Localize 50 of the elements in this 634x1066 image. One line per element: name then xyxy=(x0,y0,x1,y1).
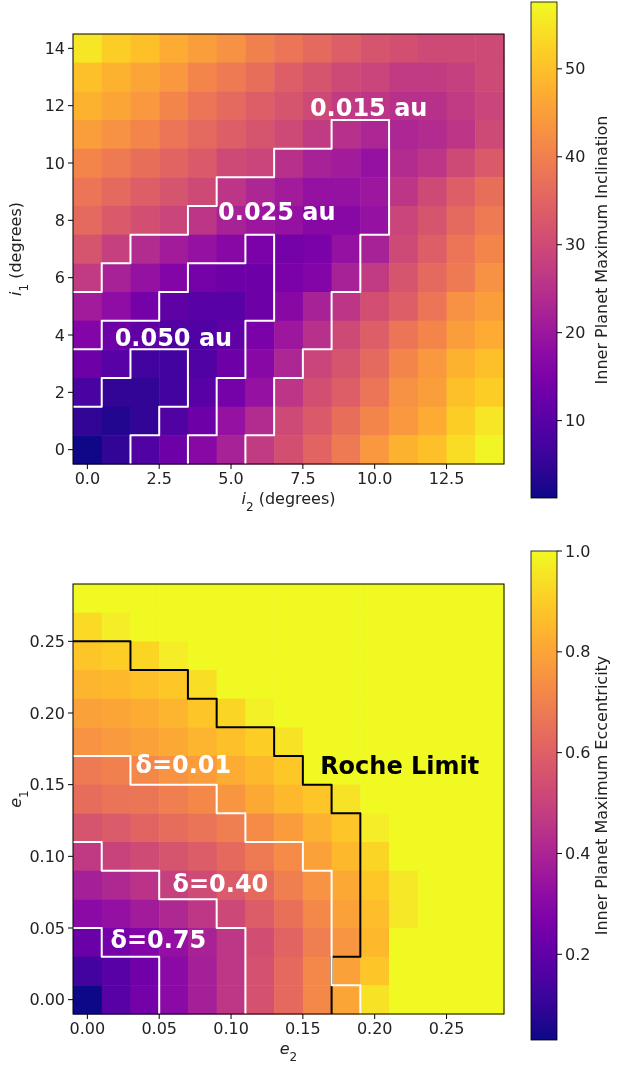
y-tick-label: 10 xyxy=(44,153,65,173)
x-tick-label: 12.5 xyxy=(428,469,465,488)
x-tick-label: 0.05 xyxy=(141,1019,178,1038)
annotation: 0.015 au xyxy=(309,93,428,122)
x-tick-label: 0.25 xyxy=(428,1019,465,1038)
color-bar-label: 30 xyxy=(565,235,586,255)
y-tick-label: 12 xyxy=(44,96,65,116)
x-tick-label: 10.0 xyxy=(356,469,393,488)
x-tick-label: 0.15 xyxy=(285,1019,321,1038)
line-series xyxy=(72,233,276,465)
y-tick-label: 0.15 xyxy=(29,775,65,795)
x-tick-label: 7.5 xyxy=(290,469,316,488)
x-axis-title: i$_{2}$ (degrees) xyxy=(241,489,336,514)
x-tick-label: 0.20 xyxy=(356,1019,393,1038)
x-tick-label: 0.0 xyxy=(74,469,101,488)
color-bar-label: 1.0 xyxy=(565,541,591,561)
y-tick-label: 6 xyxy=(54,268,65,288)
y-tick-label: 2 xyxy=(54,382,65,402)
y-tick-label: 8 xyxy=(54,210,65,230)
color-bar-title: Inner Planet Maximum Eccentricity xyxy=(592,655,611,936)
x-axis-title: e$_{2}$ xyxy=(279,1039,298,1064)
x-tick-label: 0.10 xyxy=(213,1019,249,1038)
y-tick-label: 14 xyxy=(44,38,65,58)
color-bar-label: 0.6 xyxy=(565,743,591,763)
y-tick-label: 0.00 xyxy=(29,990,65,1010)
color-bar-label: 40 xyxy=(565,147,586,167)
line-series xyxy=(72,119,391,465)
x-tick-label: 0.00 xyxy=(69,1019,106,1038)
y-tick-label: 0.10 xyxy=(29,846,65,866)
color-bar-label: 0.4 xyxy=(565,843,591,863)
y-tick-label: 0.25 xyxy=(29,631,65,651)
x-tick-label: 5.0 xyxy=(218,469,244,488)
line-series xyxy=(72,348,189,465)
y-tick-label: 0 xyxy=(54,440,65,460)
annotation: 0.025 au xyxy=(218,197,336,226)
color-bar-label: 20 xyxy=(565,323,586,343)
color-bar-label: 0.2 xyxy=(565,944,591,964)
y-tick-label: 0.20 xyxy=(29,703,65,723)
annotation: δ=0.75 xyxy=(110,925,207,954)
x-tick-label: 2.5 xyxy=(146,469,172,488)
annotation: δ=0.40 xyxy=(172,869,269,898)
color-bar-title: Inner Planet Maximum Inclination xyxy=(592,115,611,385)
color-bar-label: 0.8 xyxy=(565,642,591,662)
annotation: Roche Limit xyxy=(320,752,480,781)
annotation: δ=0.01 xyxy=(135,750,232,779)
annotation: 0.050 au xyxy=(114,323,233,352)
y-tick-label: 0.05 xyxy=(29,918,65,938)
y-tick-label: 4 xyxy=(54,325,65,345)
color-bar-label: 10 xyxy=(565,411,586,431)
color-bar-label: 50 xyxy=(565,59,586,79)
